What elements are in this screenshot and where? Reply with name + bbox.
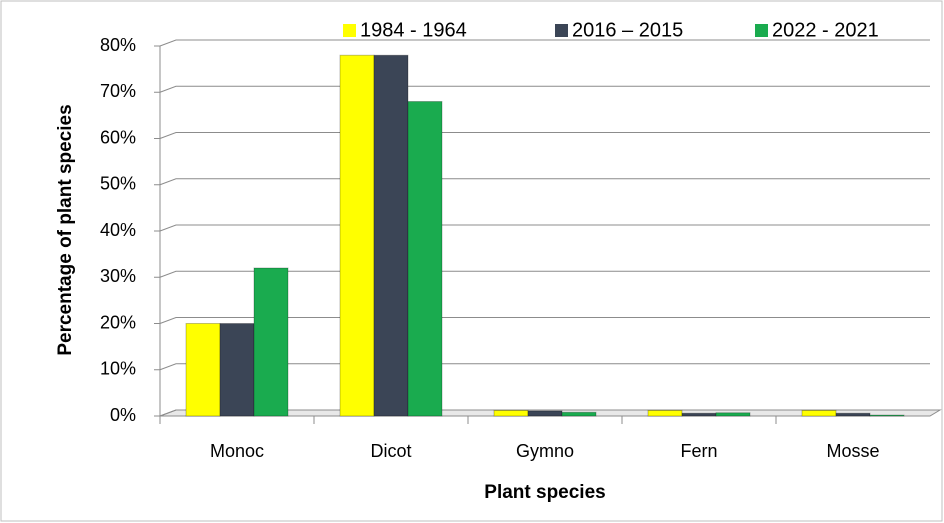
bar — [681, 412, 717, 417]
y-tick-label: 10% — [100, 359, 136, 379]
bar — [801, 409, 837, 417]
bar — [493, 409, 529, 417]
legend-swatch — [755, 24, 768, 37]
grid-line — [159, 317, 930, 324]
legend-label: 2022 - 2021 — [772, 19, 879, 41]
bar — [339, 54, 375, 417]
y-tick-label: 30% — [100, 266, 136, 286]
y-tick-label: 0% — [110, 405, 136, 425]
x-tick-label: Dicot — [370, 441, 411, 461]
y-tick-label: 20% — [100, 312, 136, 332]
x-tick-label: Gymno — [516, 441, 574, 461]
bar — [253, 267, 289, 417]
legend-swatch — [343, 24, 356, 37]
bar — [869, 414, 905, 417]
y-tick-label: 80% — [100, 35, 136, 55]
x-tick-label: Mosse — [826, 441, 879, 461]
x-tick-label: Fern — [680, 441, 717, 461]
bar — [835, 412, 871, 417]
grid-line — [159, 224, 930, 232]
bar — [373, 54, 409, 417]
y-tick-label: 50% — [100, 174, 136, 194]
x-tick-label: Monoc — [210, 441, 264, 461]
bar — [561, 411, 597, 417]
grid-line — [159, 409, 930, 417]
x-axis-title: Plant species — [484, 482, 605, 503]
bar — [715, 412, 751, 417]
grid-line — [159, 39, 930, 47]
legend-label: 2016 – 2015 — [572, 19, 683, 41]
y-tick-label: 40% — [100, 220, 136, 240]
bar — [527, 410, 563, 417]
bar — [407, 101, 443, 417]
y-tick-label: 60% — [100, 127, 136, 147]
bar — [219, 323, 255, 417]
grid-line — [159, 178, 930, 186]
bar — [185, 323, 221, 417]
legend-label: 1984 - 1964 — [360, 19, 467, 41]
grid-line — [159, 363, 930, 371]
grid-line — [159, 270, 930, 278]
grid-line — [159, 132, 930, 139]
legend-swatch — [555, 24, 568, 37]
bar — [647, 409, 683, 417]
y-axis-title: Percentage of plant species — [55, 104, 76, 355]
y-tick-label: 70% — [100, 81, 136, 101]
grid-line — [159, 85, 930, 93]
